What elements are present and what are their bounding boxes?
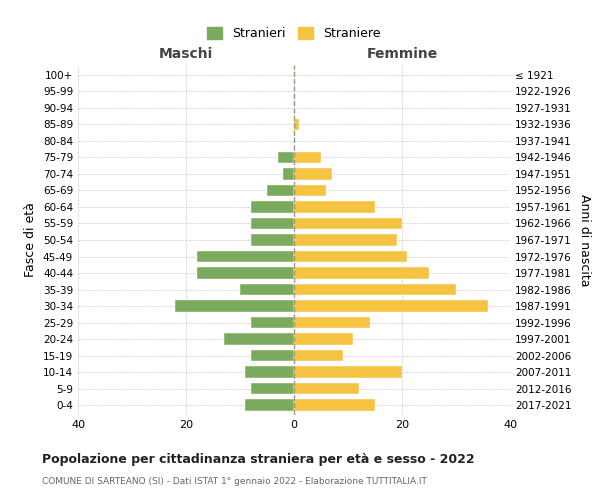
Text: COMUNE DI SARTEANO (SI) - Dati ISTAT 1° gennaio 2022 - Elaborazione TUTTITALIA.I: COMUNE DI SARTEANO (SI) - Dati ISTAT 1° …: [42, 478, 427, 486]
Bar: [294, 168, 332, 179]
Bar: [294, 383, 359, 394]
Text: Popolazione per cittadinanza straniera per età e sesso - 2022: Popolazione per cittadinanza straniera p…: [42, 452, 475, 466]
Bar: [245, 366, 294, 378]
Text: Femmine: Femmine: [367, 48, 437, 62]
Bar: [240, 284, 294, 296]
Legend: Stranieri, Straniere: Stranieri, Straniere: [202, 22, 386, 46]
Bar: [278, 152, 294, 163]
Bar: [294, 334, 353, 345]
Bar: [175, 300, 294, 312]
Bar: [294, 300, 488, 312]
Bar: [251, 218, 294, 230]
Bar: [224, 334, 294, 345]
Bar: [294, 284, 456, 296]
Y-axis label: Fasce di età: Fasce di età: [25, 202, 37, 278]
Bar: [294, 201, 375, 213]
Bar: [251, 234, 294, 246]
Bar: [294, 234, 397, 246]
Bar: [294, 317, 370, 328]
Bar: [294, 366, 402, 378]
Bar: [251, 350, 294, 362]
Bar: [267, 184, 294, 196]
Bar: [197, 267, 294, 279]
Bar: [251, 317, 294, 328]
Bar: [251, 383, 294, 394]
Bar: [294, 152, 321, 163]
Text: Maschi: Maschi: [159, 48, 213, 62]
Bar: [294, 184, 326, 196]
Bar: [294, 118, 299, 130]
Bar: [294, 250, 407, 262]
Bar: [197, 250, 294, 262]
Bar: [283, 168, 294, 179]
Y-axis label: Anni di nascita: Anni di nascita: [578, 194, 591, 286]
Bar: [294, 400, 375, 411]
Bar: [245, 400, 294, 411]
Bar: [294, 350, 343, 362]
Bar: [294, 218, 402, 230]
Bar: [294, 267, 429, 279]
Bar: [251, 201, 294, 213]
